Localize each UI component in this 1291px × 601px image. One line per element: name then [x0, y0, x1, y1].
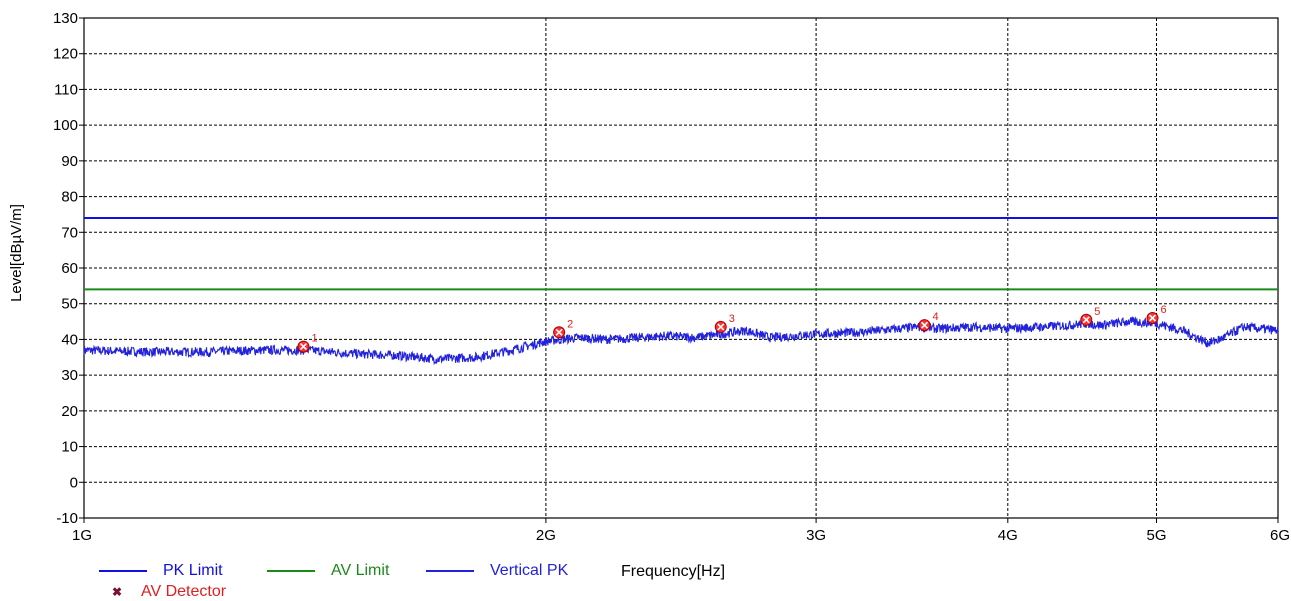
av-detector-marker-cross: [1148, 314, 1157, 322]
av-detector-marker-label: 1: [311, 333, 317, 345]
y-tick-label: 110: [54, 81, 78, 98]
y-tick-label: 90: [61, 153, 78, 170]
y-tick-label: 20: [61, 403, 78, 420]
legend-label-av-detector: AV Detector: [141, 583, 227, 600]
legend-label-pk-limit: PK Limit: [163, 562, 223, 579]
y-tick-label: 80: [61, 189, 78, 206]
y-tick-label: 10: [61, 439, 78, 456]
legend-item-vertical-pk: Vertical PK: [426, 562, 568, 580]
y-tick-label: 30: [61, 367, 78, 384]
legend-label-vertical-pk: Vertical PK: [490, 562, 569, 579]
y-tick-label: 100: [53, 117, 78, 134]
legend-swatch-av-limit: [267, 570, 315, 572]
x-tick-label: 3G: [806, 527, 826, 544]
av-detector-marker-cross: [717, 323, 725, 331]
y-tick-label: 60: [61, 260, 78, 277]
av-detector-marker-label: 5: [1094, 306, 1100, 318]
x-axis-title: Frequency[Hz]: [621, 563, 726, 580]
x-tick-label: 5G: [1146, 527, 1166, 544]
av-detector-marker-cross: [555, 328, 563, 336]
plot-frame: [83, 17, 1279, 519]
x-tick-label: 2G: [536, 527, 556, 544]
av-detector-marker-icon: ✖: [111, 585, 123, 599]
y-tick-label: 70: [61, 224, 78, 241]
av-detector-marker-label: 3: [729, 313, 735, 325]
x-tick-label: 1G: [72, 527, 92, 544]
series-vertical-pk-trace: [83, 316, 1279, 366]
av-detector-marker-cross: [920, 321, 929, 329]
legend-label-av-limit: AV Limit: [331, 562, 390, 579]
av-detector-marker-label: 4: [933, 311, 939, 323]
legend-item-av-detector: ✖ AV Detector: [111, 583, 226, 601]
x-tick-label: 6G: [1270, 527, 1290, 544]
legend-item-pk-limit: PK Limit: [99, 562, 223, 580]
y-tick-label: 130: [53, 10, 78, 27]
av-detector-marker-cross: [1082, 316, 1090, 324]
y-tick-label: 40: [61, 331, 78, 348]
y-tick-label: 50: [61, 296, 78, 313]
av-detector-marker-label: 2: [567, 318, 573, 330]
x-tick-label: 4G: [998, 527, 1018, 544]
y-axis-title: Level[dBµV/m]: [8, 204, 25, 302]
y-tick-label: 0: [70, 474, 78, 491]
legend-item-av-limit: AV Limit: [267, 562, 389, 580]
legend-swatch-vertical-pk: [426, 570, 474, 572]
av-detector-marker-cross: [299, 343, 308, 351]
y-tick-label: -10: [56, 510, 78, 527]
y-tick-label: 120: [53, 46, 78, 63]
legend-swatch-pk-limit: [99, 570, 147, 572]
av-detector-marker-label: 6: [1160, 304, 1166, 316]
